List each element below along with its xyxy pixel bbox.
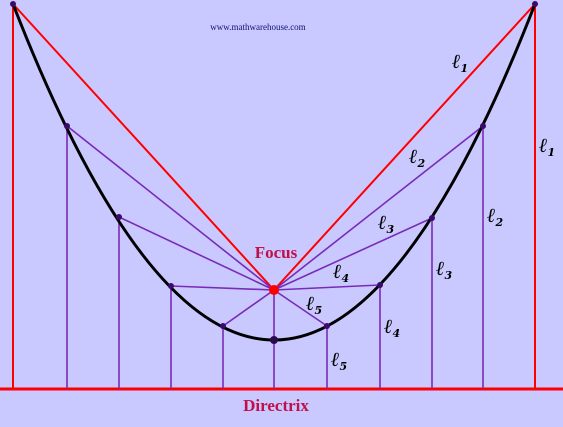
left-focal-l1 bbox=[12, 3, 275, 291]
distance-label-l1-focal: ℓ1 bbox=[452, 49, 468, 75]
point-left-3 bbox=[116, 214, 122, 220]
vertex-point bbox=[270, 336, 278, 344]
directrix-perpendiculars bbox=[66, 126, 484, 389]
distance-label-l3-vertical: ℓ3 bbox=[436, 256, 453, 282]
focal-lines bbox=[66, 125, 484, 340]
focal-line-right-4 bbox=[273, 284, 381, 291]
point-left-5 bbox=[220, 323, 226, 329]
focal-line-right-2 bbox=[273, 125, 484, 291]
parabola-points bbox=[10, 1, 538, 329]
focal-line-left-4 bbox=[170, 285, 275, 291]
point-right-5 bbox=[324, 323, 330, 329]
focal-line-right-3 bbox=[273, 217, 433, 291]
point-right-4 bbox=[377, 282, 383, 288]
point-left-2 bbox=[64, 123, 70, 129]
point-left-4 bbox=[168, 283, 174, 289]
point-right-1 bbox=[532, 1, 538, 7]
focal-line-left-5 bbox=[222, 289, 275, 327]
distance-label-l3-focal: ℓ3 bbox=[378, 210, 395, 236]
point-left-1 bbox=[10, 1, 16, 7]
focal-line-left-3 bbox=[118, 216, 275, 291]
focal-line-right-5 bbox=[273, 289, 328, 327]
distance-label-l2-vertical: ℓ2 bbox=[487, 203, 504, 229]
distance-label-l4-vertical: ℓ4 bbox=[384, 314, 400, 340]
directrix-label: Directrix bbox=[243, 396, 309, 415]
distance-label-l4-focal: ℓ4 bbox=[333, 259, 349, 285]
focal-line-left-2 bbox=[66, 125, 275, 291]
focus-label: Focus bbox=[255, 243, 298, 262]
right-focal-l1 bbox=[273, 3, 536, 291]
distance-label-l2-focal: ℓ2 bbox=[409, 144, 426, 170]
distance-label-l5-vertical: ℓ5 bbox=[331, 347, 347, 373]
point-right-3 bbox=[429, 215, 435, 221]
distance-label-l5-focal: ℓ5 bbox=[306, 291, 322, 317]
point-right-2 bbox=[480, 123, 486, 129]
focus-point bbox=[269, 285, 279, 295]
watermark-text: www.mathwarehouse.com bbox=[210, 22, 305, 32]
distance-label-l1-vertical: ℓ1 bbox=[539, 133, 555, 159]
